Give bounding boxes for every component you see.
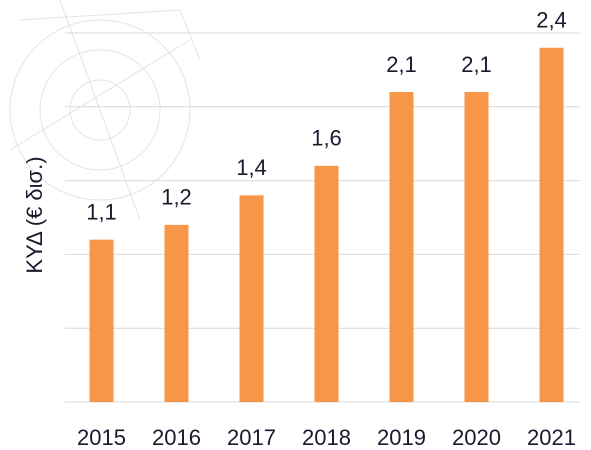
- bar: [539, 47, 564, 402]
- value-label: 1,2: [161, 185, 192, 210]
- value-label: 2,4: [536, 8, 567, 33]
- value-label: 1,1: [86, 199, 117, 224]
- x-tick-label: 2018: [302, 425, 351, 450]
- bar: [464, 92, 489, 402]
- bar: [164, 224, 189, 402]
- background-sketch: [9, 0, 201, 221]
- x-tick-label: 2015: [77, 425, 126, 450]
- x-tick-label: 2016: [152, 425, 201, 450]
- value-label: 2,1: [461, 52, 492, 77]
- value-label: 1,6: [311, 126, 342, 151]
- bar: [239, 195, 264, 402]
- x-tick-label: 2021: [527, 425, 576, 450]
- y-axis-label: ΚΥΔ (€ δισ.): [22, 156, 47, 273]
- bar: [314, 165, 339, 402]
- x-tick-label: 2017: [227, 425, 276, 450]
- value-label: 2,1: [386, 52, 417, 77]
- bar: [389, 92, 414, 402]
- value-label: 1,4: [236, 155, 267, 180]
- x-tick-label: 2020: [452, 425, 501, 450]
- x-tick-label: 2019: [377, 425, 426, 450]
- bar: [89, 239, 114, 402]
